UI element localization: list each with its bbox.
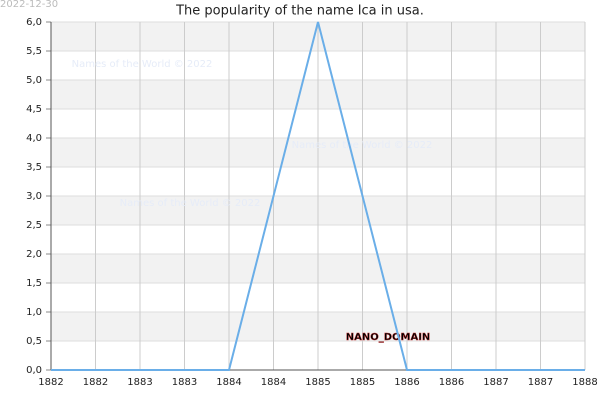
domain-label: NANO_DOMAIN <box>346 332 431 343</box>
y-tick-label: 3,0 <box>26 191 42 202</box>
watermark: Names of the World © 2022 <box>120 198 261 209</box>
y-tick-label: 1,5 <box>26 278 42 289</box>
watermark: Names of the World © 2022 <box>72 59 213 70</box>
x-tick-label: 1885 <box>350 377 375 388</box>
chart-title: The popularity of the name Ica in usa. <box>175 4 424 19</box>
y-tick-label: 3,5 <box>26 162 42 173</box>
y-tick-label: 1,0 <box>26 307 42 318</box>
x-tick-label: 1888 <box>572 377 597 388</box>
y-tick-label: 5,5 <box>26 46 42 57</box>
x-tick-label: 1887 <box>528 377 553 388</box>
x-tick-label: 1886 <box>394 377 419 388</box>
y-tick-label: 0,0 <box>26 365 42 376</box>
date-stamp: 2022-12-30 <box>0 0 58 10</box>
y-tick-label: 2,5 <box>26 220 42 231</box>
y-tick-label: 2,0 <box>26 249 42 260</box>
x-tick-label: 1884 <box>216 377 241 388</box>
watermark: Names of the World © 2022 <box>292 140 433 151</box>
y-tick-label: 0,5 <box>26 336 42 347</box>
x-tick-label: 1883 <box>127 377 152 388</box>
y-tick-label: 6,0 <box>26 17 42 28</box>
series-line <box>51 21 585 371</box>
x-tick-label: 1885 <box>305 377 330 388</box>
x-tick-label: 1887 <box>483 377 508 388</box>
x-tick-label: 1883 <box>172 377 197 388</box>
y-tick-label: 5,0 <box>26 75 42 86</box>
x-tick-label: 1886 <box>439 377 464 388</box>
y-tick-label: 4,0 <box>26 133 42 144</box>
x-tick-label: 1884 <box>261 377 286 388</box>
x-tick-label: 1882 <box>38 377 63 388</box>
y-tick-label: 4,5 <box>26 104 42 115</box>
x-tick-label: 1882 <box>83 377 108 388</box>
